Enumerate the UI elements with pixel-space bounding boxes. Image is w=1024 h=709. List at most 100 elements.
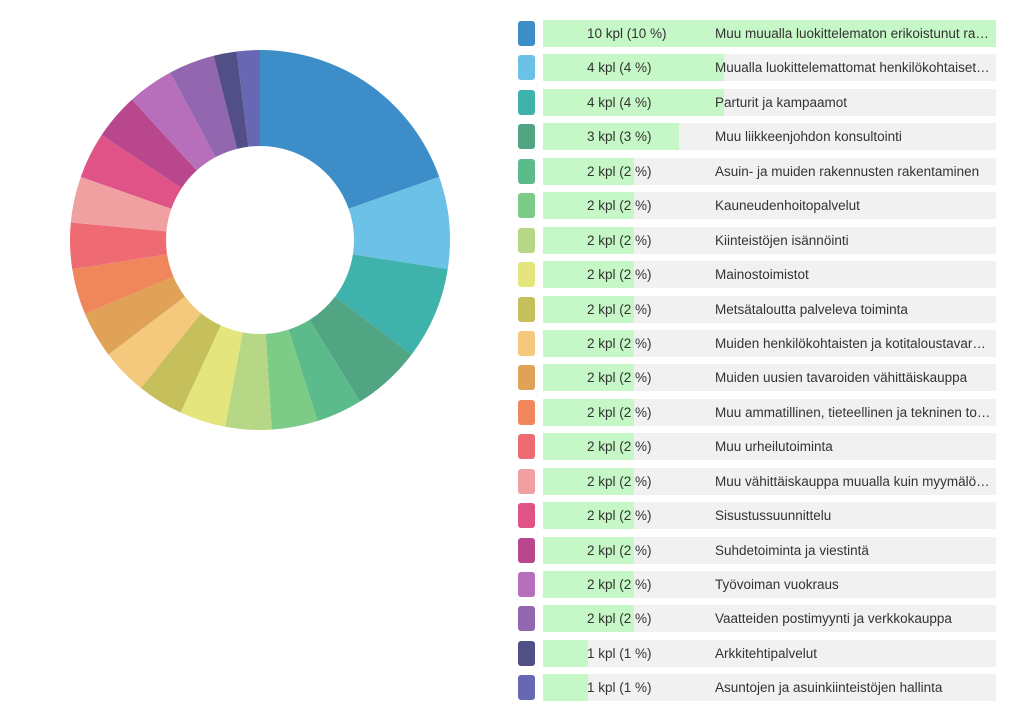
legend-swatch	[518, 89, 535, 115]
legend-bar-fill	[543, 261, 634, 289]
legend-bar-fill	[543, 398, 634, 426]
legend-bar-fill	[543, 674, 589, 702]
donut-slice-15[interactable]	[101, 99, 197, 189]
legend-bar-fill	[543, 295, 634, 323]
legend-count: 2 kpl (2 %)	[587, 404, 652, 420]
legend-bar-fill	[543, 639, 589, 667]
legend-label: Muu ammatillinen, tieteellinen ja teknin…	[715, 404, 992, 420]
legend-bar-fill	[543, 571, 634, 598]
legend-row[interactable]: 2 kpl (2 %) Työvoiman vuokraus	[518, 571, 998, 598]
donut-slice-18[interactable]	[213, 51, 249, 149]
legend-row[interactable]: 2 kpl (2 %) Sisustussuunnittelu	[518, 502, 998, 530]
legend-count: 3 kpl (3 %)	[587, 129, 652, 145]
donut-slice-19[interactable]	[236, 50, 260, 147]
legend-swatch	[518, 572, 535, 597]
donut-slice-3[interactable]	[309, 296, 412, 402]
legend-count: 2 kpl (2 %)	[587, 611, 652, 627]
legend-bar-fill	[543, 502, 634, 530]
legend-count: 2 kpl (2 %)	[587, 335, 652, 351]
legend-label: Muualla luokittelemattomat henkilökohtai…	[715, 60, 992, 76]
legend-bar-track: 2 kpl (2 %) Työvoiman vuokraus	[543, 571, 996, 598]
donut-slice-0[interactable]	[260, 50, 440, 209]
donut-slice-1[interactable]	[348, 176, 450, 270]
legend-label: Arkkitehtipalvelut	[715, 645, 818, 661]
legend-bar-track: 2 kpl (2 %) Muu ammatillinen, tieteelline…	[543, 398, 996, 426]
donut-slice-14[interactable]	[80, 135, 182, 209]
legend-swatch	[518, 675, 535, 701]
legend-bar-fill	[543, 54, 725, 82]
legend-swatch	[518, 330, 535, 356]
legend-bar-track: 2 kpl (2 %) Muu urheilutoiminta	[543, 433, 996, 461]
legend-count: 2 kpl (2 %)	[587, 370, 652, 386]
donut-slice-6[interactable]	[225, 332, 272, 430]
legend-bar-fill	[543, 157, 634, 185]
donut-slice-8[interactable]	[140, 313, 221, 413]
legend-bar-track: 2 kpl (2 %) Mainostoimistot	[543, 261, 996, 289]
legend-row[interactable]: 2 kpl (2 %) Mainostoimistot	[518, 261, 998, 289]
legend-row[interactable]: 3 kpl (3 %) Muu liikkeenjohdon konsultoin…	[518, 123, 998, 151]
legend-row[interactable]: 2 kpl (2 %) Muu vähittäiskauppa muualla k…	[518, 467, 998, 495]
donut-slice-7[interactable]	[180, 325, 243, 427]
legend-swatch	[518, 434, 535, 460]
legend-row[interactable]: 2 kpl (2 %) Muiden uusien tavaroiden vähi…	[518, 364, 998, 392]
donut-slice-12[interactable]	[70, 222, 168, 270]
donut-slice-17[interactable]	[170, 55, 238, 158]
legend-label: Kauneudenhoitopalvelut	[715, 198, 860, 214]
legend-label: Muu muualla luokittelematon erikoistunut…	[715, 26, 992, 41]
donut-slice-2[interactable]	[335, 254, 448, 355]
legend-row[interactable]: 4 kpl (4 %) Parturit ja kampaamot	[518, 88, 998, 116]
legend-row[interactable]: 2 kpl (2 %) Vaatteiden postimyynti ja ver…	[518, 605, 998, 633]
legend-label: Mainostoimistot	[715, 267, 809, 283]
legend-swatch	[518, 124, 535, 150]
legend-row[interactable]: 10 kpl (10 %) Muu muualla luokittelematon…	[518, 20, 998, 47]
legend-swatch	[518, 399, 535, 425]
legend-bar-track: 1 kpl (1 %) Asuntojen ja asuinkiinteistöj…	[543, 674, 996, 702]
legend-label: Muiden uusien tavaroiden vähittäiskauppa	[715, 370, 968, 386]
legend-row[interactable]: 4 kpl (4 %) Muualla luokittelemattomat he…	[518, 54, 998, 82]
legend-bar-track: 1 kpl (1 %) Arkkitehtipalvelut	[543, 639, 996, 667]
legend-count: 2 kpl (2 %)	[587, 301, 652, 317]
legend-count: 4 kpl (4 %)	[587, 60, 652, 76]
legend-bar-track: 4 kpl (4 %) Parturit ja kampaamot	[543, 88, 996, 116]
legend-count: 2 kpl (2 %)	[587, 232, 652, 248]
legend-row[interactable]: 2 kpl (2 %) Muiden henkilökohtaisten ja k…	[518, 329, 998, 357]
legend-bar-track: 2 kpl (2 %) Muiden uusien tavaroiden vähi…	[543, 364, 996, 392]
legend-count: 2 kpl (2 %)	[587, 198, 652, 214]
legend-count: 2 kpl (2 %)	[587, 577, 652, 592]
legend-row[interactable]: 2 kpl (2 %) Muu urheilutoiminta	[518, 433, 998, 461]
legend-swatch	[518, 468, 535, 494]
legend-bar-fill	[543, 433, 634, 461]
legend-bar-fill	[543, 88, 725, 116]
donut-slice-10[interactable]	[85, 276, 185, 355]
legend-label: Asuntojen ja asuinkiinteistöjen hallinta	[715, 680, 943, 696]
legend-swatch	[518, 227, 535, 253]
donut-slice-5[interactable]	[265, 329, 318, 430]
donut-slice-9[interactable]	[108, 296, 202, 389]
legend-label: Kiinteistöjen isännöinti	[715, 232, 849, 248]
legend-swatch	[518, 21, 535, 46]
legend-row[interactable]: 1 kpl (1 %) Asuntojen ja asuinkiinteistöj…	[518, 674, 998, 702]
legend-bar-track: 2 kpl (2 %) Suhdetoiminta ja viestintä	[543, 536, 996, 564]
legend-row[interactable]: 2 kpl (2 %) Kiinteistöjen isännöinti	[518, 226, 998, 254]
legend-bar-track: 2 kpl (2 %) Sisustussuunnittelu	[543, 502, 996, 530]
legend-count: 10 kpl (10 %)	[587, 26, 667, 41]
donut-slice-16[interactable]	[131, 72, 216, 171]
donut-chart	[70, 50, 450, 430]
legend-bar-fill	[543, 329, 634, 357]
legend-swatch	[518, 296, 535, 322]
legend-row[interactable]: 2 kpl (2 %) Asuin- ja muiden rakennusten …	[518, 157, 998, 185]
legend-swatch	[518, 158, 535, 184]
donut-slice-11[interactable]	[72, 254, 174, 315]
legend-row[interactable]: 2 kpl (2 %) Suhdetoiminta ja viestintä	[518, 536, 998, 564]
legend-bar-track: 2 kpl (2 %) Vaatteiden postimyynti ja ver…	[543, 605, 996, 633]
legend-label: Työvoiman vuokraus	[715, 577, 839, 592]
legend-label: Muu liikkeenjohdon konsultointi	[715, 129, 902, 145]
legend-row[interactable]: 2 kpl (2 %) Muu ammatillinen, tieteelline…	[518, 398, 998, 426]
legend-row[interactable]: 1 kpl (1 %) Arkkitehtipalvelut	[518, 639, 998, 667]
legend-count: 2 kpl (2 %)	[587, 508, 652, 524]
legend-swatch	[518, 503, 535, 529]
donut-slice-13[interactable]	[70, 176, 172, 232]
legend-row[interactable]: 2 kpl (2 %) Metsätaloutta palveleva toimi…	[518, 295, 998, 323]
donut-slice-4[interactable]	[288, 319, 361, 422]
legend-row[interactable]: 2 kpl (2 %) Kauneudenhoitopalvelut	[518, 192, 998, 220]
